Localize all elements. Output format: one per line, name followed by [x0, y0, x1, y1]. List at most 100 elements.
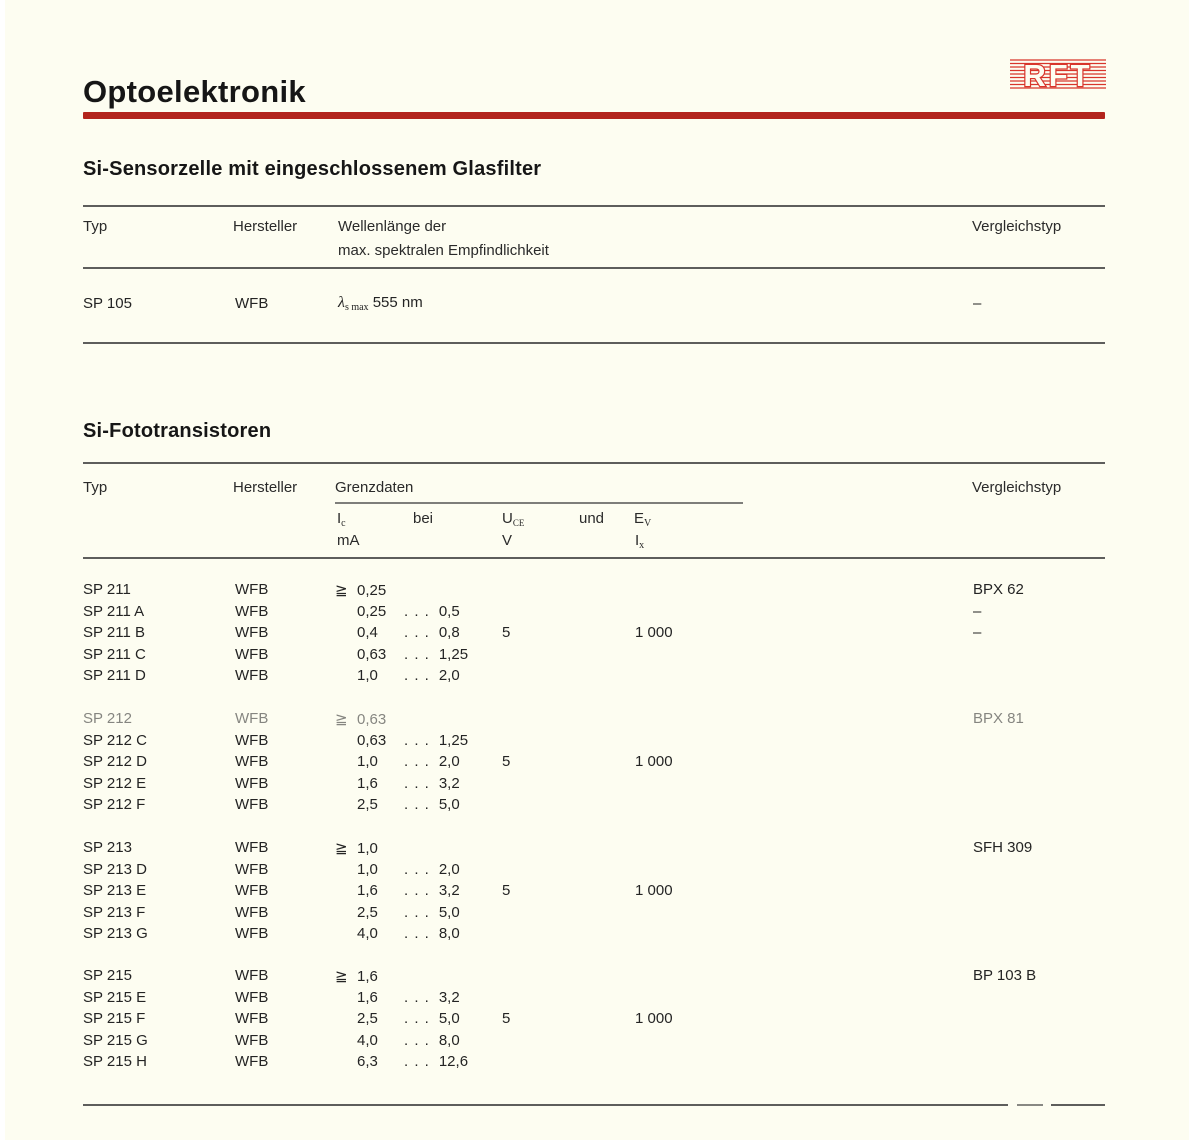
- ic-von: 0,63: [357, 731, 387, 749]
- table-row: SP 213 D WFB 1,0 . . . 2,0: [5, 861, 1189, 883]
- rft-logo: RFT: [1010, 57, 1106, 94]
- ic-bis: 2,0: [438, 753, 460, 770]
- ge-symbol: ≧: [335, 840, 348, 857]
- sensor-section-heading: Si-Sensorzelle mit eingeschlossenem Glas…: [83, 158, 542, 180]
- table-row: SP 212 WFB ≧ 0,63 BPX 81: [5, 710, 1189, 732]
- cell-typ: SP 212 C: [83, 731, 147, 749]
- cell-ic-grenzwert: 0,63 . . . 1,25: [335, 646, 468, 663]
- subcol-ic-unit: mA: [337, 532, 360, 549]
- cell-hersteller: WFB: [235, 624, 269, 641]
- cell-ic-grenzwert: 4,0 . . . 8,0: [335, 1032, 460, 1049]
- cell-vergleichstyp: –: [973, 624, 982, 641]
- sensor-row-vergleichstyp: –: [973, 295, 982, 312]
- table-row: SP 213 F WFB 2,5 . . . 5,0: [5, 904, 1189, 926]
- wellenlaenge-value: 555 nm: [372, 294, 423, 311]
- ic-von: 1,6: [357, 774, 378, 792]
- ic-bis: 5,0: [438, 796, 460, 813]
- cell-vergleichstyp: BPX 81: [973, 710, 1024, 727]
- range-dots: . . .: [404, 1053, 430, 1070]
- rft-logo-stripes: [1010, 59, 1106, 89]
- ic-von: 2,5: [357, 1010, 378, 1027]
- foto-section-heading: Si-Fototransistoren: [83, 420, 272, 442]
- ic-bis: 1,25: [438, 645, 469, 663]
- ic-bis: 0,5: [438, 602, 460, 620]
- uce-subscript: CE: [512, 518, 525, 528]
- cell-hersteller: WFB: [235, 882, 269, 899]
- cell-hersteller: WFB: [235, 796, 269, 813]
- cell-vergleichstyp: SFH 309: [973, 839, 1033, 856]
- subcol-uce: UCE: [502, 510, 525, 528]
- sensor-table-rule-mid: [83, 267, 1105, 269]
- cell-hersteller: WFB: [235, 988, 269, 1006]
- table-row: SP 211 C WFB 0,63 . . . 1,25: [5, 646, 1189, 668]
- table-row: SP 215 E WFB 1,6 . . . 3,2: [5, 989, 1189, 1011]
- sensor-col-wellenlaenge-1: Wellenlänge der: [338, 218, 447, 235]
- cell-ic-grenzwert: 1,6 . . . 3,2: [335, 989, 460, 1006]
- title-red-rule: [83, 112, 1105, 119]
- cell-ic-grenzwert: 2,5 . . . 5,0: [335, 1010, 460, 1027]
- cell-ic-grenzwert: 1,6 . . . 3,2: [335, 775, 460, 792]
- cell-ev: 1 000: [635, 882, 673, 899]
- cell-hersteller: WFB: [235, 667, 269, 684]
- cell-uce: 5: [502, 1010, 511, 1027]
- lambda-subscript: s max: [344, 302, 369, 313]
- range-dots: . . .: [404, 988, 430, 1006]
- cell-ic-grenzwert: 2,5 . . . 5,0: [335, 904, 460, 921]
- ic-bis: 8,0: [438, 925, 460, 942]
- subcol-bei: bei: [413, 510, 434, 527]
- range-dots: . . .: [404, 645, 430, 663]
- ic-von: 6,3: [357, 1053, 378, 1070]
- cell-typ: SP 211 C: [83, 645, 146, 663]
- cell-ic-grenzwert: 4,0 . . . 8,0: [335, 925, 460, 942]
- subcol-ev-unit: Ix: [635, 532, 645, 551]
- grenzdaten-underline: [335, 502, 743, 504]
- cell-typ: SP 213 F: [83, 903, 146, 921]
- ic-bis: 8,0: [438, 1031, 460, 1049]
- cell-ic-grenzwert: 0,4 . . . 0,8: [335, 624, 460, 641]
- cell-ic-grenzwert: ≧ 1,6: [335, 967, 413, 985]
- ic-bis: 3,2: [438, 988, 460, 1006]
- range-dots: . . .: [404, 1010, 430, 1027]
- ic-von: 0,25: [357, 602, 387, 620]
- cell-ic-grenzwert: ≧ 0,63: [335, 710, 413, 728]
- table-row: SP 215 G WFB 4,0 . . . 8,0: [5, 1032, 1189, 1054]
- cell-uce: 5: [502, 882, 511, 899]
- cell-typ: SP 213 E: [83, 882, 147, 899]
- cell-hersteller: WFB: [235, 860, 269, 878]
- range-dots: . . .: [404, 860, 430, 878]
- cell-ic-grenzwert: 1,6 . . . 3,2: [335, 882, 460, 899]
- sensor-col-hersteller: Hersteller: [233, 218, 298, 235]
- cell-hersteller: WFB: [235, 1053, 269, 1070]
- table-row: SP 212 E WFB 1,6 . . . 3,2: [5, 775, 1189, 797]
- table-row: SP 211 WFB ≧ 0,25 BPX 62: [5, 581, 1189, 603]
- ic-von: 1,0: [357, 753, 378, 770]
- cell-hersteller: WFB: [235, 602, 269, 620]
- cell-typ: SP 213: [83, 839, 132, 856]
- cell-vergleichstyp: –: [973, 602, 982, 620]
- cell-hersteller: WFB: [235, 774, 269, 792]
- subcol-und: und: [579, 510, 605, 527]
- ic-bis: 12,6: [438, 1053, 469, 1070]
- table-row: SP 211 D WFB 1,0 . . . 2,0: [5, 667, 1189, 689]
- table-row: SP 215 F WFB 2,5 . . . 5,0 5 1 000: [5, 1010, 1189, 1032]
- cell-typ: SP 211: [83, 581, 131, 598]
- cell-typ: SP 213 G: [83, 925, 148, 942]
- ic-von: 4,0: [357, 925, 378, 942]
- ic-bis: 1,25: [438, 731, 469, 749]
- foto-table-rule-header-bottom: [83, 557, 1105, 559]
- cell-hersteller: WFB: [235, 710, 269, 727]
- ic-von: 1,6: [357, 988, 378, 1006]
- cell-ic-grenzwert: 2,5 . . . 5,0: [335, 796, 460, 813]
- foto-col-vergleichstyp: Vergleichstyp: [972, 479, 1062, 496]
- table-row: SP 213 WFB ≧ 1,0 SFH 309: [5, 839, 1189, 861]
- range-dots: . . .: [404, 925, 430, 942]
- cell-vergleichstyp: BPX 62: [973, 581, 1024, 598]
- table-row: SP 213 E WFB 1,6 . . . 3,2 5 1 000: [5, 882, 1189, 904]
- foto-col-hersteller: Hersteller: [233, 479, 298, 496]
- cell-hersteller: WFB: [235, 731, 269, 749]
- table-row: SP 212 C WFB 0,63 . . . 1,25: [5, 732, 1189, 754]
- ic-von: 4,0: [357, 1031, 378, 1049]
- cell-ev: 1 000: [635, 753, 673, 770]
- foto-col-grenzdaten: Grenzdaten: [335, 479, 414, 496]
